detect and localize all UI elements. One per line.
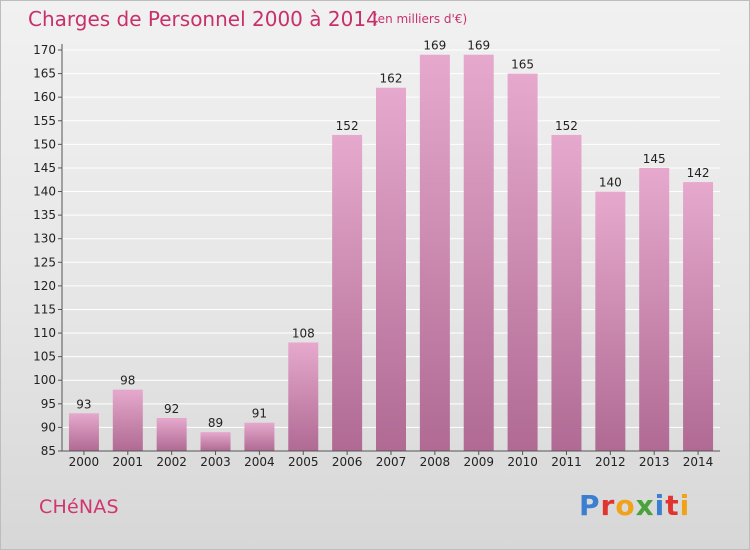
commune-name: CHéNAS bbox=[39, 496, 119, 518]
x-tick-label: 2005 bbox=[288, 455, 319, 469]
logo-letter: x bbox=[635, 489, 655, 522]
x-tick-label: 2008 bbox=[420, 455, 451, 469]
y-tick-label: 125 bbox=[33, 255, 56, 269]
bar bbox=[332, 134, 363, 451]
y-tick-label: 85 bbox=[41, 444, 56, 458]
logo-letter: r bbox=[600, 489, 616, 522]
y-tick-label: 105 bbox=[33, 350, 56, 364]
x-tick-label: 2014 bbox=[683, 455, 714, 469]
bar bbox=[595, 191, 626, 451]
x-tick-label: 2007 bbox=[376, 455, 407, 469]
bar bbox=[419, 54, 450, 451]
data-label: 165 bbox=[511, 58, 534, 72]
bar bbox=[463, 54, 494, 451]
data-label: 152 bbox=[336, 119, 359, 133]
data-label: 169 bbox=[467, 39, 490, 53]
x-tick-label: 2006 bbox=[332, 455, 363, 469]
y-tick-label: 150 bbox=[33, 137, 56, 151]
y-tick-label: 165 bbox=[33, 67, 56, 81]
y-tick-label: 145 bbox=[33, 161, 56, 175]
y-tick-label: 160 bbox=[33, 90, 56, 104]
bar bbox=[551, 134, 582, 451]
data-label: 169 bbox=[423, 39, 446, 53]
bar bbox=[507, 73, 538, 452]
logo-letter: i bbox=[679, 489, 691, 522]
y-tick-label: 130 bbox=[33, 232, 56, 246]
data-label: 145 bbox=[643, 152, 666, 166]
bar bbox=[376, 87, 406, 451]
x-tick-label: 2009 bbox=[463, 455, 494, 469]
x-tick-label: 2001 bbox=[113, 455, 144, 469]
logo-letter: o bbox=[615, 489, 636, 522]
logo-letter: P bbox=[579, 489, 601, 522]
x-tick-label: 2003 bbox=[200, 455, 231, 469]
x-tick-label: 2012 bbox=[595, 455, 626, 469]
data-label: 152 bbox=[555, 119, 578, 133]
bar bbox=[683, 182, 714, 451]
y-tick-label: 90 bbox=[41, 420, 56, 434]
bar bbox=[244, 422, 275, 451]
bar bbox=[200, 432, 231, 451]
x-tick-label: 2010 bbox=[507, 455, 538, 469]
data-label: 162 bbox=[380, 72, 403, 86]
x-tick-label: 2002 bbox=[156, 455, 187, 469]
bar bbox=[68, 413, 99, 451]
data-label: 89 bbox=[208, 416, 223, 430]
logo-letter: t bbox=[665, 489, 680, 522]
data-label: 93 bbox=[76, 397, 91, 411]
chart-subtitle: (en milliers d'€) bbox=[373, 12, 468, 26]
y-tick-label: 100 bbox=[33, 373, 56, 387]
data-label: 140 bbox=[599, 176, 622, 190]
proxiti-logo: Proxiti bbox=[579, 489, 690, 522]
y-tick-label: 120 bbox=[33, 279, 56, 293]
data-label: 91 bbox=[252, 407, 267, 421]
y-tick-label: 95 bbox=[41, 397, 56, 411]
data-label: 98 bbox=[120, 374, 135, 388]
logo-letter: i bbox=[654, 489, 666, 522]
y-tick-label: 110 bbox=[33, 326, 56, 340]
x-tick-label: 2011 bbox=[551, 455, 582, 469]
y-tick-label: 135 bbox=[33, 208, 56, 222]
bar bbox=[639, 167, 670, 452]
x-tick-label: 2013 bbox=[639, 455, 670, 469]
data-label: 108 bbox=[292, 326, 315, 340]
y-tick-label: 115 bbox=[33, 302, 56, 316]
bar bbox=[156, 417, 187, 451]
chart-title: Charges de Personnel 2000 à 2014 bbox=[28, 7, 379, 31]
y-tick-label: 170 bbox=[33, 43, 56, 57]
bar bbox=[288, 342, 319, 451]
y-tick-label: 140 bbox=[33, 185, 56, 199]
data-label: 142 bbox=[687, 166, 710, 180]
bar bbox=[112, 389, 143, 451]
x-tick-label: 2004 bbox=[244, 455, 275, 469]
y-tick-label: 155 bbox=[33, 114, 56, 128]
x-tick-label: 2000 bbox=[69, 455, 100, 469]
data-label: 92 bbox=[164, 402, 179, 416]
